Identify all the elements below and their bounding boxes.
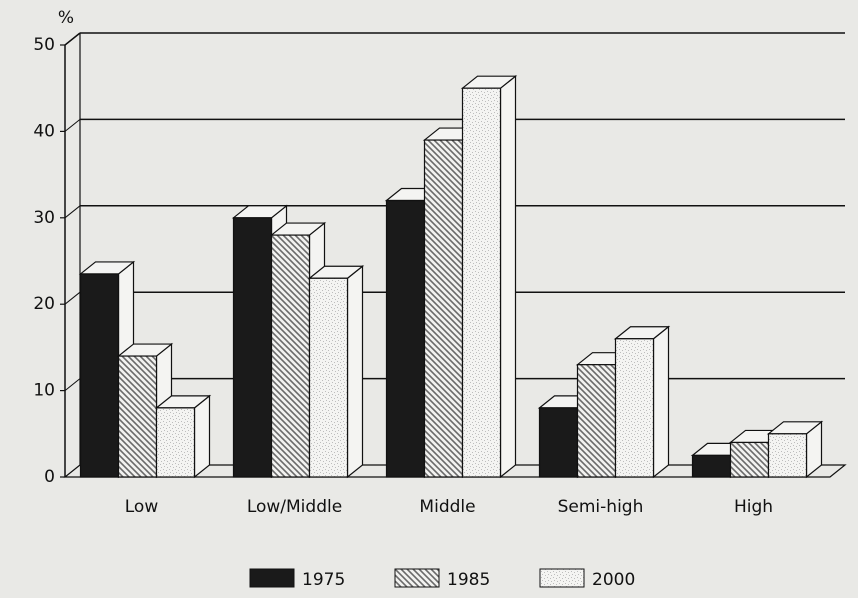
- bar-side: [499, 74, 517, 479]
- bar: [576, 364, 617, 478]
- grid-line: [64, 32, 81, 46]
- grid-line: [64, 291, 81, 305]
- x-tick-label: Low: [125, 497, 159, 517]
- bar: [538, 407, 579, 478]
- bar: [423, 139, 464, 478]
- grid-line: [64, 378, 81, 391]
- bar: [232, 217, 273, 478]
- grid-line: [64, 119, 81, 132]
- bar-side: [346, 265, 364, 479]
- bar: [79, 273, 120, 478]
- y-tick-label: 20: [33, 294, 55, 314]
- legend-label: 1985: [447, 570, 490, 590]
- y-tick-label: 0: [44, 467, 55, 487]
- bar: [155, 407, 196, 478]
- y-unit: %: [58, 8, 74, 28]
- grid-line: [64, 205, 81, 219]
- y-tick-label: 30: [33, 208, 55, 228]
- legend-label: 1975: [302, 570, 345, 590]
- bar: [614, 338, 655, 478]
- bar: [117, 355, 158, 478]
- bar: [691, 454, 732, 478]
- bar: [461, 87, 502, 478]
- bar: [308, 277, 349, 478]
- y-tick-label: 50: [33, 35, 55, 55]
- axis-line: [64, 32, 81, 477]
- x-tick-label: Low/Middle: [247, 497, 342, 517]
- y-tick-label: 10: [33, 381, 55, 401]
- y-tick-label: 40: [33, 121, 55, 141]
- legend-swatch: [249, 568, 295, 588]
- bar: [270, 234, 311, 478]
- x-tick-label: Semi-high: [558, 497, 644, 517]
- bar: [729, 441, 770, 478]
- bar: [385, 199, 426, 478]
- legend-label: 2000: [592, 570, 635, 590]
- legend-swatch: [539, 568, 585, 588]
- bar: [767, 433, 808, 478]
- bar-side: [193, 394, 211, 479]
- legend-swatch: [394, 568, 440, 588]
- x-tick-label: Middle: [419, 497, 475, 517]
- x-tick-label: High: [734, 497, 773, 517]
- bar-side: [652, 325, 670, 479]
